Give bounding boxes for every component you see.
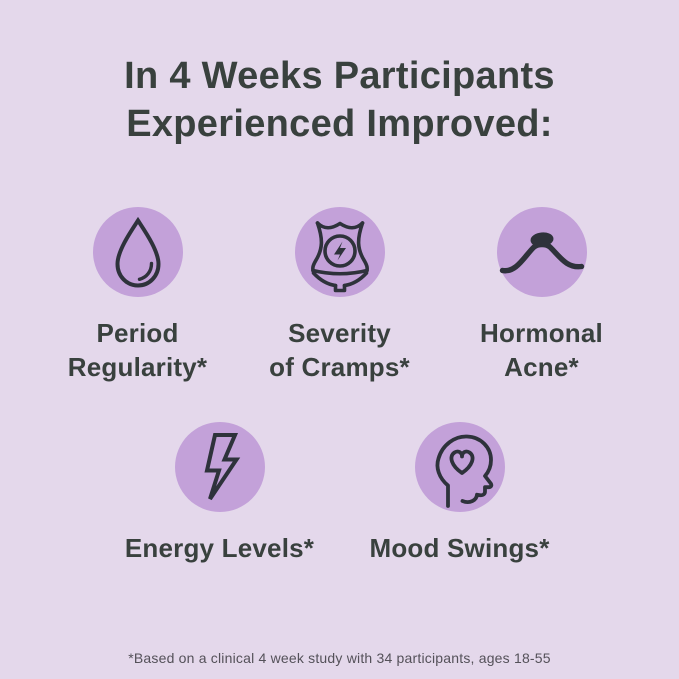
benefit-label-line1: Severity xyxy=(288,317,391,348)
benefit-item-severity-of-cramps: Severity of Cramps* xyxy=(239,206,441,384)
droplet-icon xyxy=(114,216,161,288)
lightning-bolt-icon xyxy=(203,432,240,500)
page-title-line1: In 4 Weeks Participants xyxy=(124,55,555,97)
benefit-label-line1: Mood Swings* xyxy=(369,532,550,563)
benefit-label: Severity of Cramps* xyxy=(269,316,410,384)
benefit-label-line2: of Cramps* xyxy=(269,351,410,382)
benefit-icon-circle xyxy=(496,206,587,297)
benefit-item-period-regularity: Period Regularity* xyxy=(37,206,239,384)
benefit-icon-circle xyxy=(294,206,385,297)
benefit-label: Energy Levels* xyxy=(125,531,314,565)
benefit-label: Period Regularity* xyxy=(68,316,207,384)
cramped-torso-icon xyxy=(310,220,369,292)
benefit-icon-circle xyxy=(414,421,505,512)
benefits-row-1: Period Regularity* Severity xyxy=(0,206,679,384)
benefits-row-2: Energy Levels* Mood Swings* xyxy=(0,421,679,565)
skin-bump-acne-icon xyxy=(499,231,584,273)
head-with-heart-icon xyxy=(435,434,493,508)
benefit-label-line1: Period xyxy=(96,317,179,348)
benefit-item-energy-levels: Energy Levels* xyxy=(100,421,340,565)
benefit-icon-circle xyxy=(92,206,183,297)
benefit-item-hormonal-acne: Hormonal Acne* xyxy=(441,206,643,384)
benefit-item-mood-swings: Mood Swings* xyxy=(340,421,580,565)
benefit-label: Mood Swings* xyxy=(369,531,549,565)
benefit-label: Hormonal Acne* xyxy=(480,316,603,384)
benefit-label-line1: Energy Levels* xyxy=(124,532,315,563)
page-title-line2: Experienced Improved: xyxy=(126,103,553,146)
footnote: *Based on a clinical 4 week study with 3… xyxy=(128,650,551,666)
benefit-label-line1: Hormonal xyxy=(480,317,603,348)
benefit-icon-circle xyxy=(174,421,265,512)
benefit-label-line2: Acne* xyxy=(504,351,579,382)
page-title: In 4 Weeks Participants Experienced Impr… xyxy=(0,0,679,149)
benefit-label-line2: Regularity* xyxy=(67,351,208,382)
